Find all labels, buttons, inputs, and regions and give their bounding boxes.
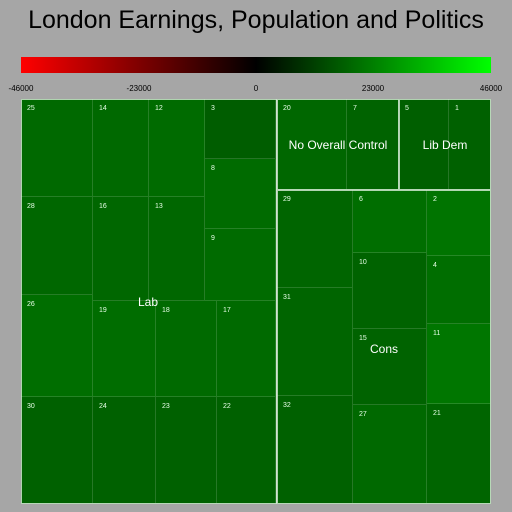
treemap-cell: 12 [149,99,205,197]
treemap-cell: 24 [93,397,156,504]
cell-label: 15 [359,335,367,342]
treemap-cell: 26 [21,295,93,397]
group-border [21,99,277,504]
treemap-cell: 8 [205,159,276,229]
scale-tick-4: 46000 [479,84,503,93]
treemap-cell: 22 [217,397,276,504]
treemap-cell: 10 [353,253,427,329]
group-border [277,190,491,504]
treemap-cell: 18 [156,301,217,397]
cell-label: 16 [99,203,107,210]
cell-label: 10 [359,259,367,266]
cell-label: 12 [155,105,163,112]
scale-tick-3: 23000 [361,84,385,93]
color-scale-legend [21,57,491,73]
cell-label: 20 [283,105,291,112]
treemap-cell: 9 [205,229,276,301]
treemap-cell: 16 [93,197,149,301]
treemap-cell: 15 [353,329,427,405]
group-border [399,99,491,190]
cell-label: 27 [359,411,367,418]
cell-label: 4 [433,262,437,269]
cell-label: 25 [27,105,35,112]
cell-label: 11 [433,330,441,337]
group-label: Lib Dem [422,138,468,152]
cell-label: 9 [211,235,215,242]
treemap-cell: 3 [205,99,276,159]
cell-label: 19 [99,307,107,314]
cell-label: 3 [211,105,215,112]
chart-title: London Earnings, Population and Politics [28,6,484,34]
cell-label: 32 [283,402,291,409]
treemap-cell: 6 [353,190,427,253]
cell-label: 7 [353,105,357,112]
treemap-cell: 25 [21,99,93,197]
cell-label: 6 [359,196,363,203]
scale-tick-0: -46000 [8,84,34,93]
cell-label: 26 [27,301,35,308]
group-label: No Overall Control [288,138,388,152]
cell-label: 14 [99,105,107,112]
cell-label: 13 [155,203,163,210]
cell-label: 17 [223,307,231,314]
cell-label: 29 [283,196,291,203]
treemap-cell: 28 [21,197,93,295]
treemap-cell: 5 [399,99,449,190]
treemap-cell: 7 [347,99,399,190]
group-label: Lab [137,295,159,309]
treemap-cell: 14 [93,99,149,197]
cell-label: 5 [405,105,409,112]
cell-label: 28 [27,203,35,210]
treemap-cell: 32 [277,396,353,504]
cell-label: 22 [223,403,231,410]
treemap-cell: 4 [427,256,491,324]
treemap-cell: 19 [93,301,156,397]
cell-label: 21 [433,410,441,417]
cell-label: 30 [27,403,35,410]
group-label: Cons [369,342,399,356]
treemap-cell: 13 [149,197,205,301]
treemap-cell: 30 [21,397,93,504]
treemap-cell: 23 [156,397,217,504]
cell-label: 2 [433,196,437,203]
treemap-cell: 17 [217,301,276,397]
cell-label: 8 [211,165,215,172]
cell-label: 1 [455,105,459,112]
cell-label: 24 [99,403,107,410]
treemap-cell: 29 [277,190,353,288]
treemap-cell: 2 [427,190,491,256]
scale-tick-1: -23000 [126,84,152,93]
treemap-cell: 20 [277,99,347,190]
scale-tick-2: 0 [253,84,259,93]
group-border [277,99,399,190]
cell-label: 23 [162,403,170,410]
cell-label: 18 [162,307,170,314]
treemap-cell: 11 [427,324,491,404]
cell-label: 31 [283,294,291,301]
treemap-cell: 31 [277,288,353,396]
